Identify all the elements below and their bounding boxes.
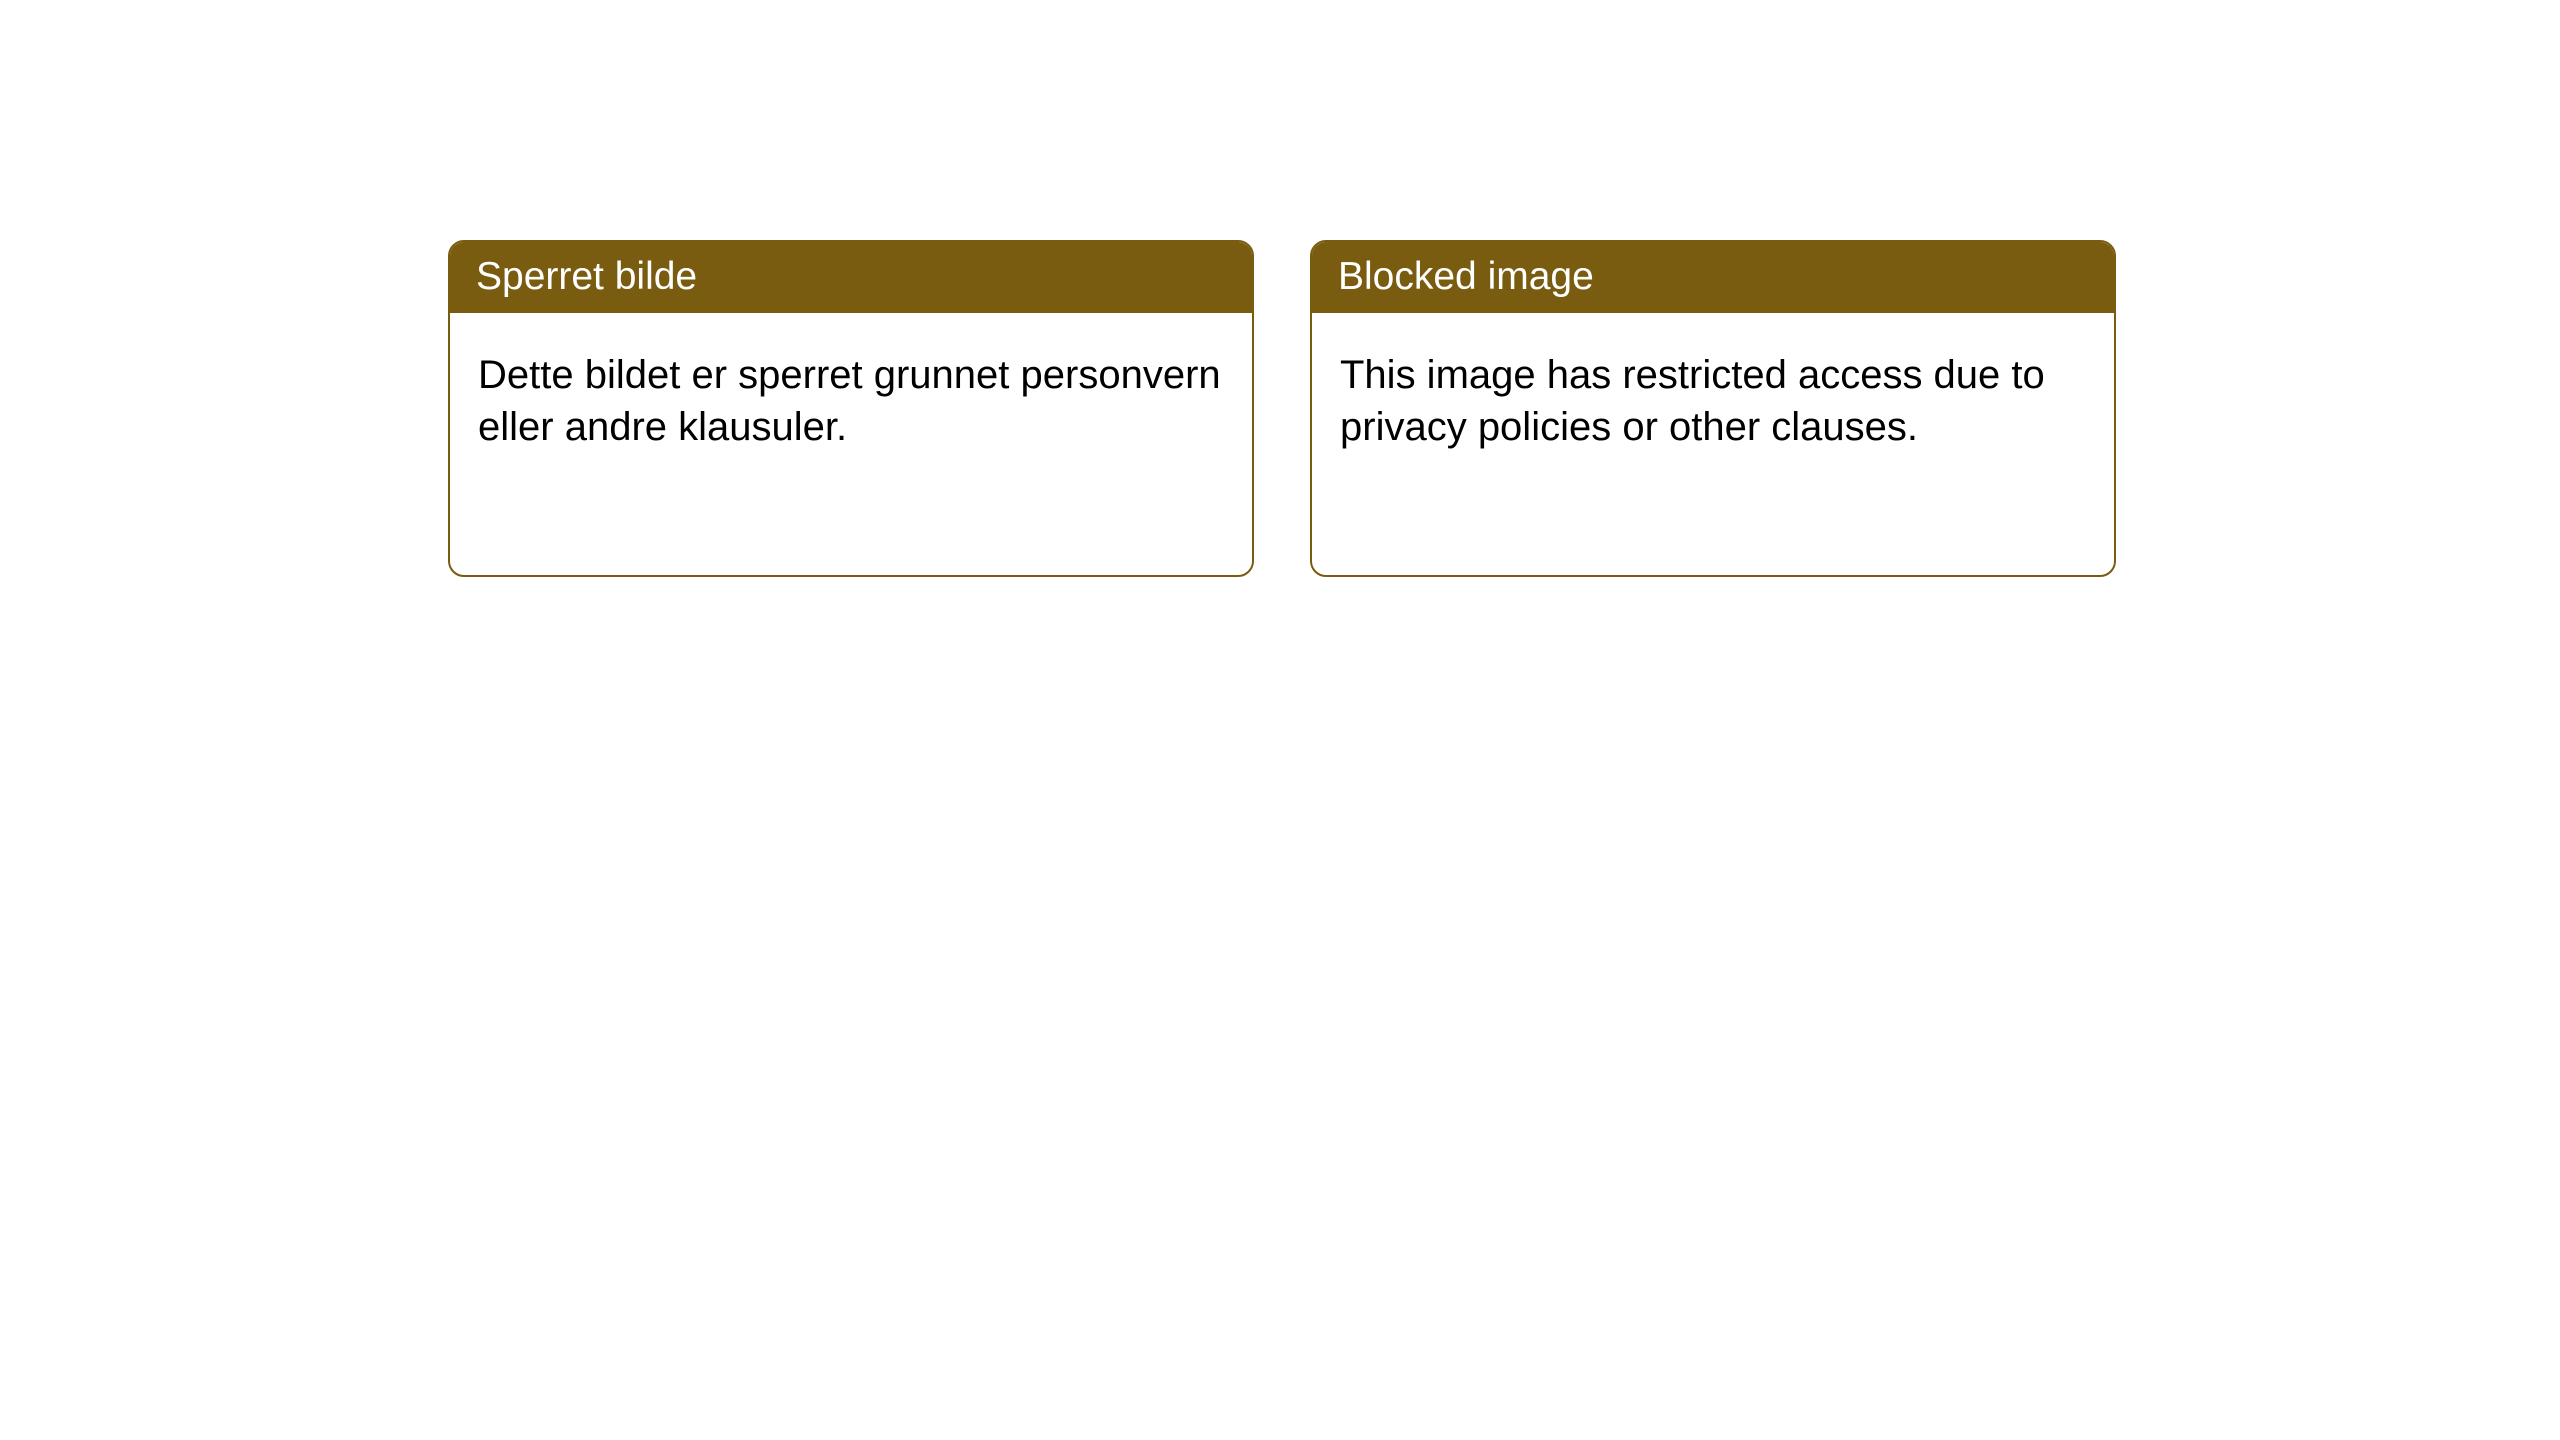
notice-box-norwegian: Sperret bilde Dette bildet er sperret gr…	[448, 240, 1254, 577]
notice-header-english: Blocked image	[1312, 242, 2114, 313]
notice-container: Sperret bilde Dette bildet er sperret gr…	[448, 240, 2116, 577]
notice-header-norwegian: Sperret bilde	[450, 242, 1252, 313]
notice-body-english: This image has restricted access due to …	[1312, 313, 2114, 489]
notice-body-norwegian: Dette bildet er sperret grunnet personve…	[450, 313, 1252, 489]
notice-box-english: Blocked image This image has restricted …	[1310, 240, 2116, 577]
